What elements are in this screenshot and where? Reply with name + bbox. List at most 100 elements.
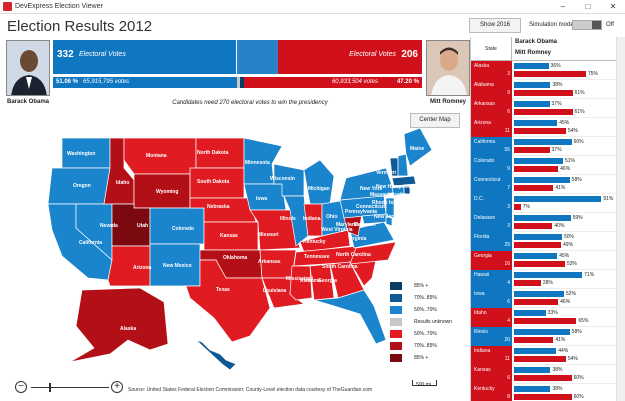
state-cell: Kansas 6 — [471, 365, 512, 384]
legend-swatch — [390, 318, 402, 326]
legend-swatch — [390, 306, 402, 314]
legend-label: 70%..85% — [414, 343, 437, 349]
election-map[interactable]: Washington Oregon California Nevada Idah… — [0, 118, 470, 380]
table-row[interactable]: D.C. 3 91% 7% — [471, 194, 616, 213]
obama-share-label: 52% — [565, 291, 576, 297]
zoom-in-button[interactable]: + — [111, 381, 123, 393]
table-row[interactable]: Colorado 9 51% 46% — [471, 156, 616, 175]
legend-label: 85% + — [414, 355, 429, 361]
obama-share-label: 38% — [552, 367, 563, 373]
romney-photo — [426, 40, 470, 96]
obama-share-bar — [514, 310, 546, 316]
state-cell: D.C. 3 — [471, 194, 512, 213]
close-button[interactable]: ✕ — [609, 2, 617, 11]
table-row[interactable]: Florida 29 50% 49% — [471, 232, 616, 251]
table-row[interactable]: Delaware 3 59% 40% — [471, 213, 616, 232]
state-mississippi — [289, 265, 313, 301]
obama-electoral-bar: 332 Electoral Votes — [53, 40, 236, 74]
simulation-mode-label: Simulation mode: — [529, 22, 576, 28]
column-obama[interactable]: Barack Obama — [515, 39, 558, 45]
column-state[interactable]: State — [471, 37, 512, 61]
label-arizona: Arizona — [133, 265, 152, 271]
zoom-track[interactable] — [31, 387, 109, 388]
state-cell: Kentucky 8 — [471, 384, 512, 401]
label-connecticut: Connecticut — [356, 204, 385, 210]
obama-name: Barack Obama — [7, 99, 50, 105]
label-maine: Maine — [410, 146, 424, 152]
state-missouri — [249, 209, 301, 251]
label-maryland: Maryland — [336, 222, 358, 228]
obama-share-label: 58% — [571, 329, 582, 335]
label-north-carolina: North Carolina — [336, 252, 371, 258]
page-title: Election Results 2012 — [7, 18, 153, 35]
table-row[interactable]: Indiana 11 44% 54% — [471, 346, 616, 365]
state-cell: Delaware 3 — [471, 213, 512, 232]
romney-share-label: 40% — [554, 223, 565, 229]
show-2016-button[interactable]: Show 2016 — [469, 18, 521, 33]
label-north-dakota: North Dakota — [197, 150, 229, 156]
column-romney[interactable]: Mitt Romney — [515, 50, 551, 56]
table-row[interactable]: Hawaii 4 71% 28% — [471, 270, 616, 289]
state-cell: Arkansas 6 — [471, 99, 512, 118]
electoral-notice: Candidates need 270 electoral votes to w… — [172, 100, 328, 106]
zoom-thumb[interactable] — [49, 383, 51, 392]
state-electoral-votes: 3 — [507, 223, 510, 229]
obama-share-label: 59% — [572, 215, 583, 221]
state-cell: Arizona 11 — [471, 118, 512, 137]
label-oklahoma: Oklahoma — [223, 255, 247, 261]
simulation-toggle[interactable] — [572, 20, 602, 30]
obama-share-label: 38% — [552, 82, 563, 88]
obama-share-bar — [514, 234, 562, 240]
state-cell: Alaska 3 — [471, 61, 512, 80]
table-row[interactable]: Connecticut 7 58% 41% — [471, 175, 616, 194]
state-name: Florida — [474, 234, 490, 240]
minimize-button[interactable]: – — [560, 2, 566, 11]
romney-share-bar — [514, 242, 562, 248]
romney-share-label: 61% — [574, 109, 585, 115]
romney-share-label: 46% — [560, 299, 571, 305]
romney-share-label: 75% — [588, 71, 599, 77]
label-minnesota: Minnesota — [245, 160, 270, 166]
state-electoral-votes: 9 — [507, 166, 510, 172]
table-row[interactable]: Alaska 3 36% 75% — [471, 61, 616, 80]
table-row[interactable]: Illinois 20 58% 41% — [471, 327, 616, 346]
obama-votes: 65,915,795 votes — [83, 79, 130, 85]
grid-scrollbar[interactable] — [616, 37, 625, 401]
state-name: Idaho — [474, 310, 487, 316]
label-vermont: Vermont — [376, 170, 396, 176]
zoom-out-button[interactable]: − — [15, 381, 27, 393]
romney-share-label: 54% — [567, 128, 578, 134]
results-grid[interactable]: State Barack Obama Mitt Romney Alaska 3 36… — [470, 37, 616, 401]
table-row[interactable]: California 55 60% 37% — [471, 137, 616, 156]
table-row[interactable]: Kentucky 8 38% 60% — [471, 384, 616, 401]
state-name: Iowa — [474, 291, 485, 297]
state-electoral-votes: 3 — [507, 204, 510, 210]
state-rhode-island — [403, 185, 411, 195]
state-texas — [185, 259, 271, 343]
romney-share-label: 28% — [542, 280, 553, 286]
center-map-button[interactable]: Center Map — [410, 113, 460, 128]
label-delaware: Delaware — [354, 222, 376, 228]
state-name: Alaska — [474, 63, 490, 69]
table-row[interactable]: Idaho 4 33% 65% — [471, 308, 616, 327]
romney-share-bar — [514, 166, 559, 172]
table-row[interactable]: Alabama 9 38% 61% — [471, 80, 616, 99]
title-bar: DevExpress Election Viewer – □ ✕ — [0, 0, 625, 14]
state-new-jersey — [385, 197, 395, 219]
marker-bar — [240, 77, 244, 88]
table-row[interactable]: Iowa 6 52% 46% — [471, 289, 616, 308]
table-row[interactable]: Arkansas 6 37% 61% — [471, 99, 616, 118]
state-new-hampshire — [397, 153, 409, 177]
obama-share-label: 44% — [558, 348, 569, 354]
state-cell: Alabama 9 — [471, 80, 512, 99]
table-row[interactable]: Kansas 6 38% 60% — [471, 365, 616, 384]
legend-label: Results unknown — [414, 319, 453, 325]
romney-share-bar — [514, 318, 577, 324]
maximize-button[interactable]: □ — [585, 2, 591, 11]
legend-swatch — [390, 294, 402, 302]
table-row[interactable]: Arizona 11 45% 54% — [471, 118, 616, 137]
label-utah: Utah — [137, 223, 148, 229]
legend-swatch — [390, 354, 402, 362]
state-minnesota — [243, 137, 283, 185]
table-row[interactable]: Georgia 16 45% 53% — [471, 251, 616, 270]
